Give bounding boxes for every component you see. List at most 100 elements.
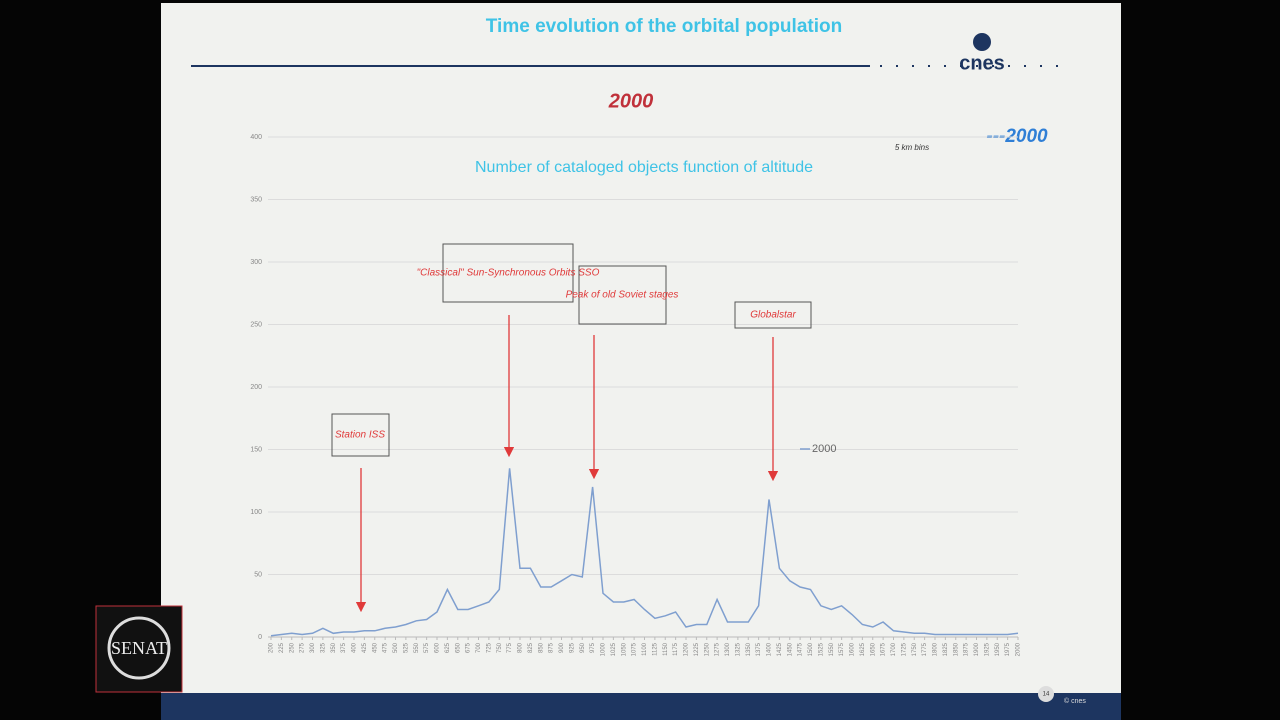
x-tick-label: 1400 xyxy=(767,642,773,656)
x-tick-label: 1750 xyxy=(912,642,918,656)
x-tick-label: 1150 xyxy=(663,642,669,656)
y-tick-label: 0 xyxy=(258,634,262,641)
x-tick-label: 1700 xyxy=(891,642,897,656)
x-tick-label: 875 xyxy=(549,642,555,653)
x-tick-label: 950 xyxy=(580,642,586,653)
x-tick-label: 425 xyxy=(362,642,368,653)
x-tick-label: 575 xyxy=(424,642,430,653)
x-tick-label: 2000 xyxy=(1016,642,1022,656)
bin-note: 5 km bins xyxy=(895,143,929,152)
x-tick-label: 1900 xyxy=(974,642,980,656)
annotation: Station ISS xyxy=(335,430,385,441)
x-tick-label: 775 xyxy=(507,642,513,653)
y-tick-label: 300 xyxy=(250,259,262,266)
x-tick-label: 1625 xyxy=(860,642,866,656)
x-tick-label: 625 xyxy=(445,642,451,653)
x-tick-label: 1725 xyxy=(901,642,907,656)
logo-mark xyxy=(973,33,991,51)
slide-title: Time evolution of the orbital population xyxy=(486,16,842,37)
chart-title: Number of cataloged objects function of … xyxy=(475,159,813,176)
x-tick-label: 1300 xyxy=(725,642,731,656)
x-tick-label: 600 xyxy=(435,642,441,653)
page-badge xyxy=(1038,686,1054,702)
x-tick-label: 225 xyxy=(279,642,285,653)
x-tick-label: 1450 xyxy=(787,642,793,656)
x-tick-label: 1975 xyxy=(1005,642,1011,656)
x-tick-label: 850 xyxy=(538,642,544,653)
y-tick-label: 150 xyxy=(250,446,262,453)
plot: 0 50 100 150 200 250 300 350 400 200 225 250 275 300 3… xyxy=(250,134,1021,657)
x-tick-label: 200 xyxy=(269,642,275,653)
y-tick-label: 350 xyxy=(250,196,262,203)
x-tick-label: 1675 xyxy=(881,642,887,656)
x-tick-label: 1950 xyxy=(995,642,1001,656)
x-tick-label: 750 xyxy=(497,642,503,653)
x-tick-label: 825 xyxy=(528,642,534,653)
x-tick-label: 1325 xyxy=(735,642,741,656)
series-line xyxy=(270,468,1019,637)
annotation: Globalstar xyxy=(750,310,796,321)
x-tick-label: 675 xyxy=(466,642,472,653)
x-tick-label: 1800 xyxy=(933,642,939,656)
x-tick-label: 1025 xyxy=(611,642,617,656)
logo: cnes xyxy=(959,52,1005,74)
x-tick-label: 1775 xyxy=(922,642,928,656)
x-tick-label: 550 xyxy=(414,642,420,653)
x-tick-label: 1275 xyxy=(715,642,721,656)
x-tick-label: 1875 xyxy=(964,642,970,656)
x-tick-label: 525 xyxy=(403,642,409,653)
y-tick-label: 50 xyxy=(254,571,262,578)
x-tick-label: 1075 xyxy=(632,642,638,656)
x-tick-label: 700 xyxy=(476,642,482,653)
x-tick-label: 1125 xyxy=(652,642,658,656)
x-tick-label: 1350 xyxy=(746,642,752,656)
page-number: 14 xyxy=(1043,692,1050,698)
x-tick-label: 325 xyxy=(320,642,326,653)
x-tick-label: 275 xyxy=(300,642,306,653)
x-tick-label: 925 xyxy=(569,642,575,653)
x-tick-label: 375 xyxy=(341,642,347,653)
x-tick-label: 250 xyxy=(289,642,295,653)
x-tick-label: 1550 xyxy=(829,642,835,656)
x-tick-label: 800 xyxy=(518,642,524,653)
x-tick-label: 1650 xyxy=(870,642,876,656)
x-tick-label: 475 xyxy=(383,642,389,653)
y-tick-label: 400 xyxy=(250,134,262,141)
x-tick-label: 1925 xyxy=(984,642,990,656)
x-tick-label: 1525 xyxy=(818,642,824,656)
x-tick-label: 975 xyxy=(590,642,596,653)
annotation-box xyxy=(734,301,812,329)
x-tick-label: 300 xyxy=(310,642,316,653)
x-tick-label: 350 xyxy=(331,642,337,653)
x-tick-label: 1575 xyxy=(839,642,845,656)
x-tick-label: 1600 xyxy=(850,642,856,656)
x-tick-label: 900 xyxy=(559,642,565,653)
x-tick-label: 1050 xyxy=(621,642,627,656)
y-tick-label: 250 xyxy=(250,321,262,328)
footer: © cnes xyxy=(1064,697,1086,705)
x-tick-label: 1200 xyxy=(684,642,690,656)
x-tick-label: 1375 xyxy=(756,642,762,656)
x-tick-label: 1500 xyxy=(808,642,814,656)
annotation: "Classical" Sun-Synchronous Orbits SSO xyxy=(417,268,600,279)
x-tick-label: 450 xyxy=(372,642,378,653)
x-tick-label: 1475 xyxy=(798,642,804,656)
annotation-box xyxy=(331,413,390,457)
tag-ring xyxy=(107,616,171,680)
x-tick-label: 1425 xyxy=(777,642,783,656)
annotation-box xyxy=(442,243,574,303)
legend: 2000 xyxy=(800,443,836,455)
tag-text: SENAT xyxy=(111,638,167,658)
annotation-box xyxy=(578,265,667,325)
x-tick-label: 725 xyxy=(486,642,492,653)
x-tick-label: 1225 xyxy=(694,642,700,656)
x-tick-label: 1825 xyxy=(943,642,949,656)
slide-subtitle: 2000 xyxy=(608,90,654,112)
x-tick-label: 650 xyxy=(455,642,461,653)
x-tick-label: 1850 xyxy=(953,642,959,656)
bottom-bar xyxy=(161,693,1121,720)
x-tick-label: 1100 xyxy=(642,642,648,656)
x-tick-label: 500 xyxy=(393,642,399,653)
x-tick-label: 1250 xyxy=(704,642,710,656)
